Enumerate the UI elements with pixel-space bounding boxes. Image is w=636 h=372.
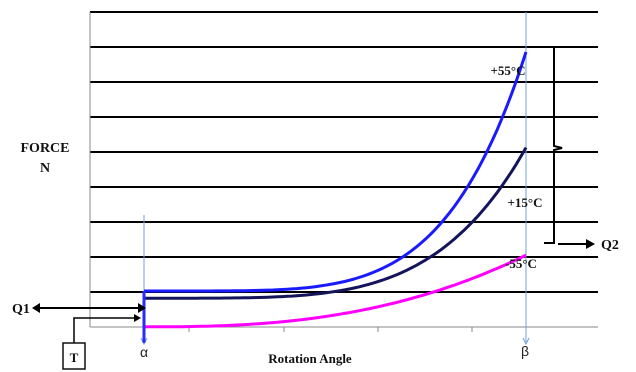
series-line-2	[143, 253, 527, 329]
labels-group	[32, 46, 595, 343]
x-axis-label: Rotation Angle	[268, 351, 352, 366]
grid-lines	[90, 11, 598, 293]
q2-arrow-head	[586, 239, 595, 249]
series-group	[142, 51, 528, 343]
t-label: T	[70, 350, 79, 365]
q1-arrow-left-head	[32, 303, 40, 313]
alpha-marker-label: α	[140, 344, 148, 360]
q2-brace	[544, 46, 563, 244]
y-axis-label-line2: N	[40, 161, 50, 176]
series-label-plus55: +55°C	[491, 63, 526, 78]
y-axis-label-line1: FORCE	[21, 141, 70, 156]
series-line-1	[144, 146, 528, 300]
q1-label: Q1	[12, 302, 30, 317]
t-connector-head	[134, 314, 141, 322]
series-line-0	[144, 51, 528, 293]
beta-marker-arrow	[522, 337, 530, 346]
alpha-marker-arrow	[140, 337, 148, 346]
series-label-plus15: +15°C	[508, 195, 543, 210]
t-box	[62, 342, 86, 370]
t-connector	[73, 317, 138, 343]
series-label-minus55: -55°C	[505, 256, 537, 271]
beta-marker-label: β	[521, 343, 529, 359]
q1-arrow-right-head	[138, 303, 146, 313]
q2-label: Q2	[601, 238, 619, 253]
